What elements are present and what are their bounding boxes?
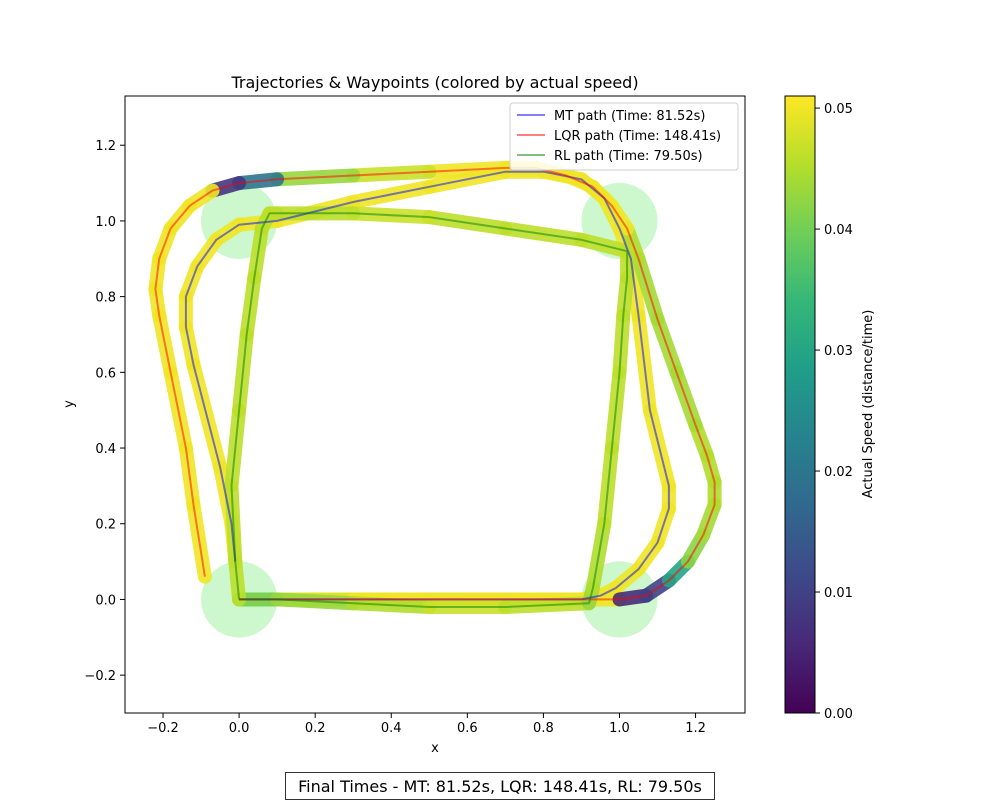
y-tick-label: 1.2: [95, 139, 116, 154]
x-axis: −0.2 0.0 0.2 0.4 0.6 0.8 1.0 1.2: [147, 713, 706, 736]
colorbar-tick-label: 0.03: [824, 344, 853, 359]
y-tick-label: −0.2: [84, 669, 116, 684]
colorbar-tick-label: 0.01: [824, 586, 853, 601]
x-tick-label: 1.0: [609, 721, 630, 736]
colorbar-tick-label: 0.05: [824, 102, 853, 117]
y-tick-label: 0.4: [95, 442, 116, 457]
y-axis: −0.2 0.0 0.2 0.4 0.6 0.8 1.0 1.2: [84, 139, 125, 684]
legend-frame: [509, 102, 739, 171]
y-axis-label: y: [62, 400, 77, 408]
legend-label: MT path (Time: 81.52s): [554, 109, 705, 124]
colorbar-tick-label: 0.00: [824, 707, 853, 722]
colorbar: 0.00 0.01 0.02 0.03 0.04 0.05 Actual Speed (d…: [784, 95, 876, 722]
colorbar-tick-label: 0.04: [824, 223, 853, 238]
plot-area: [148, 160, 722, 638]
x-tick-label: 0.4: [381, 721, 402, 736]
x-tick-label: 0.6: [457, 721, 478, 736]
colorbar-gradient: [784, 95, 816, 714]
x-tick-label: 0.0: [229, 721, 250, 736]
legend: MT path (Time: 81.52s) LQR path (Time: 14…: [509, 102, 739, 171]
trajectory-line-0: [184, 170, 670, 601]
y-tick-label: 0.0: [95, 593, 116, 608]
final-times-caption: Final Times - MT: 81.52s, LQR: 148.41s, …: [285, 772, 715, 800]
x-tick-label: 0.8: [533, 721, 554, 736]
x-tick-label: 0.2: [305, 721, 326, 736]
y-tick-label: 1.0: [95, 215, 116, 230]
y-tick-label: 0.6: [95, 366, 116, 381]
legend-label: LQR path (Time: 148.41s): [554, 129, 721, 144]
waypoints-layer: [201, 182, 658, 638]
trajectory-line-1: [154, 166, 716, 601]
y-tick-label: 0.2: [95, 518, 116, 533]
trajectory-lines: [154, 166, 716, 608]
y-tick-label: 0.8: [95, 291, 116, 306]
x-axis-label: x: [431, 741, 439, 756]
colorbar-label: Actual Speed (distance/time): [861, 310, 876, 499]
legend-label: RL path (Time: 79.50s): [554, 149, 703, 164]
chart-title: Trajectories & Waypoints (colored by act…: [230, 73, 638, 92]
plot-frame: [124, 95, 746, 714]
colorbar-tick-label: 0.02: [824, 465, 853, 480]
x-tick-label: −0.2: [147, 721, 179, 736]
trajectory-line-2: [230, 212, 629, 608]
x-tick-label: 1.2: [685, 721, 706, 736]
